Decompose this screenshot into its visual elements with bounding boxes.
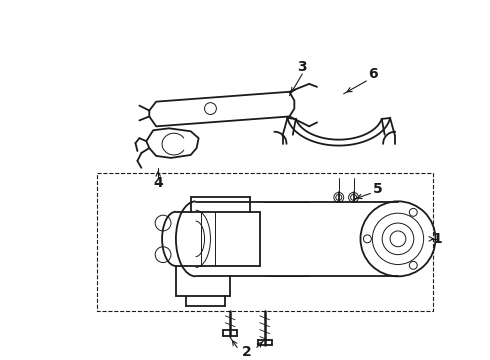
Text: 1: 1 (433, 232, 442, 246)
Text: 6: 6 (368, 67, 378, 81)
Text: 3: 3 (297, 60, 307, 74)
Text: 2: 2 (242, 345, 252, 359)
Text: 5: 5 (373, 183, 383, 197)
Text: 4: 4 (153, 176, 163, 190)
